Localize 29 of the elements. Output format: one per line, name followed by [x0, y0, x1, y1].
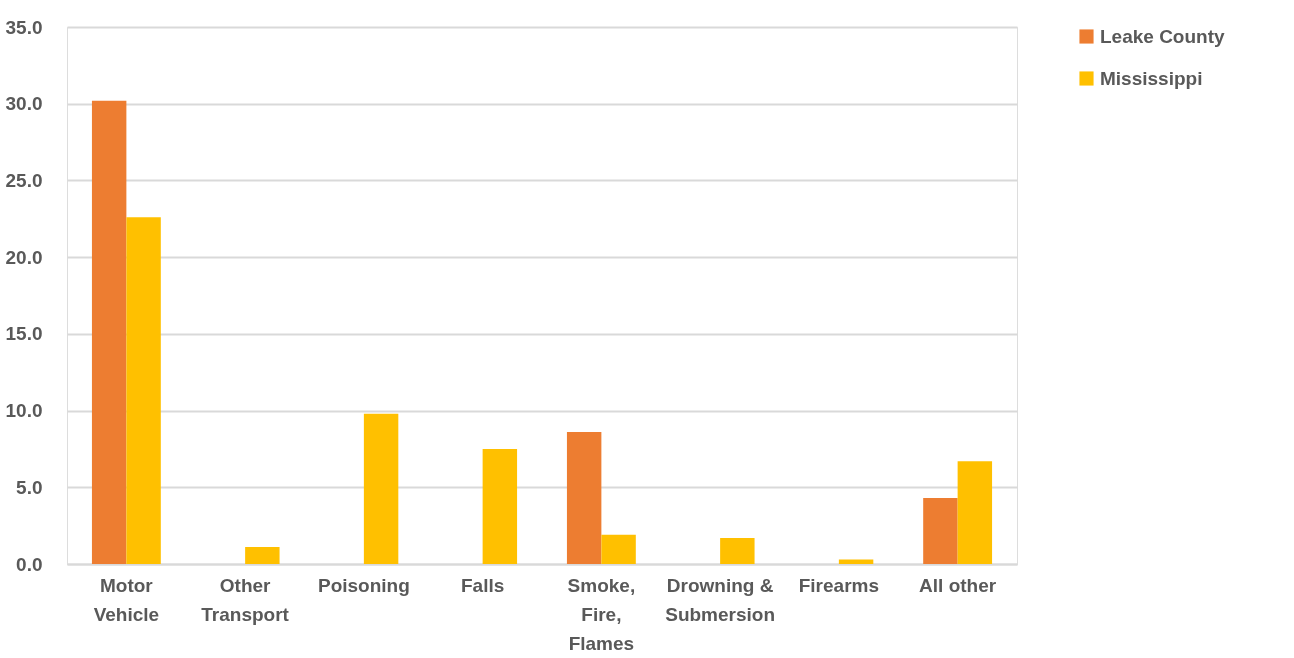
bar: [91, 100, 127, 564]
bar: [957, 461, 993, 564]
y-tick-label: 25.0: [5, 169, 43, 191]
y-tick-label: 10.0: [5, 400, 43, 422]
x-tick-label: Firearms: [798, 574, 880, 596]
x-tick-label: Other Transport: [201, 574, 290, 625]
bar: [838, 559, 874, 564]
bar: [720, 537, 755, 564]
y-tick-label: 20.0: [5, 246, 43, 268]
y-tick-label: 35.0: [5, 16, 43, 38]
legend-label: Leake County: [1100, 25, 1226, 47]
y-tick-label: 15.0: [5, 323, 43, 345]
bar: [601, 534, 636, 564]
bar: [482, 448, 518, 564]
x-tick-label: Falls: [460, 574, 505, 596]
x-tick-label: Poisoning: [317, 574, 410, 596]
x-tick-label: Motor Vehicle: [93, 574, 160, 625]
legend-label: Mississippi: [1100, 67, 1203, 89]
bar: [245, 547, 280, 564]
x-tick-label: Drowning & Submersion: [665, 574, 776, 625]
bar: [363, 413, 399, 564]
y-tick-label: 5.0: [16, 476, 43, 498]
bar: [126, 217, 161, 564]
y-tick-label: 0.0: [16, 553, 43, 575]
bar: [566, 432, 602, 564]
bar: [923, 498, 958, 564]
y-tick-label: 30.0: [5, 93, 43, 115]
x-tick-label: All other: [919, 574, 997, 596]
x-tick-label: Smoke, Fire, Flames: [567, 574, 636, 654]
